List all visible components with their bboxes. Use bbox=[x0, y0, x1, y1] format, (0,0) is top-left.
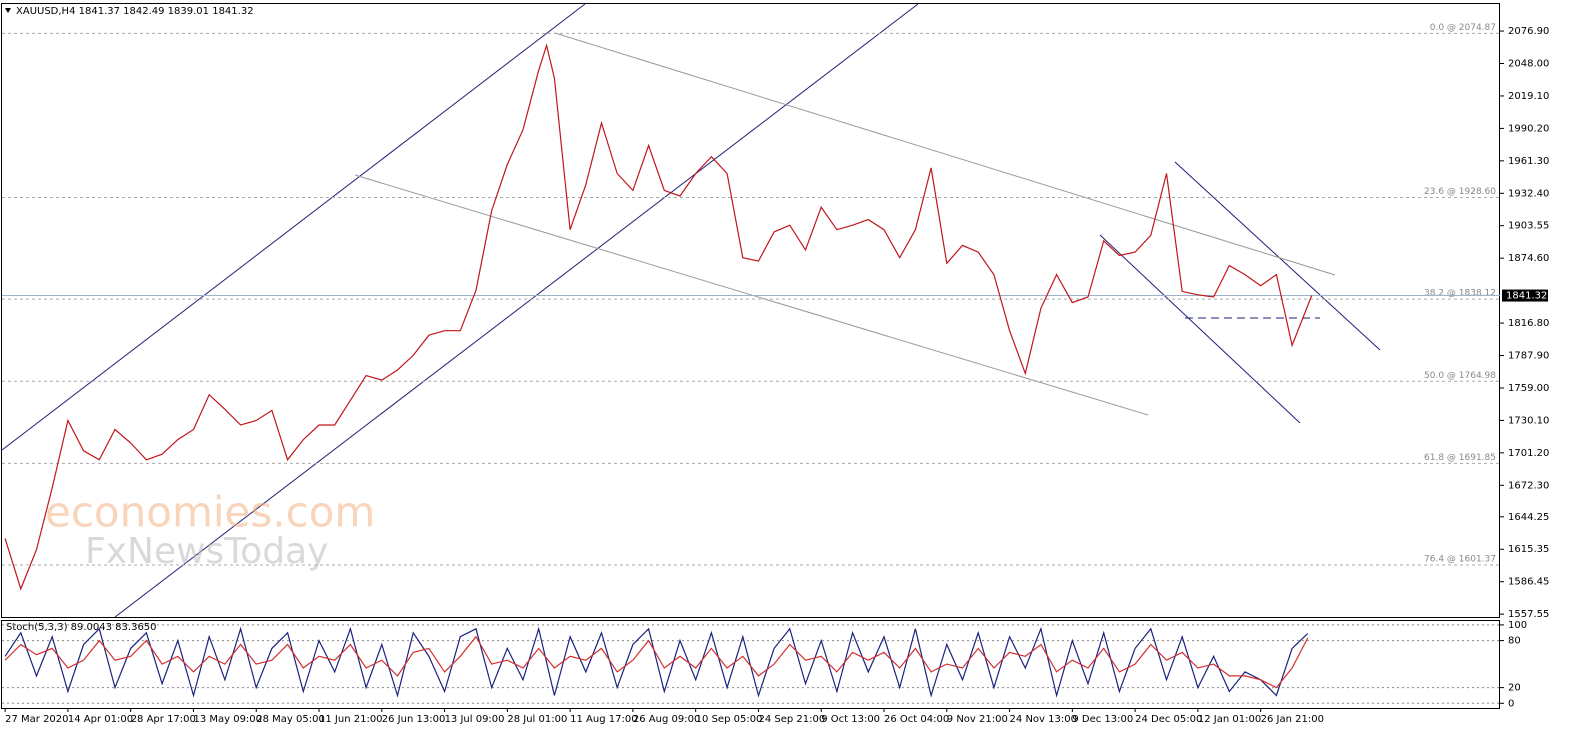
x-tick-label: 10 Sep 05:00 bbox=[696, 714, 763, 725]
x-tick-label: 24 Nov 13:00 bbox=[1010, 714, 1077, 725]
y-tick-label: 1961.30 bbox=[1508, 156, 1549, 167]
mid-line bbox=[354, 174, 1149, 416]
stoch-panel bbox=[1, 620, 1500, 709]
y-tick-label: 1557.55 bbox=[1508, 609, 1549, 620]
x-tick-label: 26 Jun 13:00 bbox=[382, 714, 446, 725]
y-tick-label: 1672.30 bbox=[1508, 480, 1549, 491]
y-tick-label: 1816.80 bbox=[1508, 318, 1549, 329]
channel-right-lower bbox=[1099, 234, 1301, 424]
y-tick-label: 1730.10 bbox=[1508, 415, 1549, 426]
x-tick-label: 26 Aug 09:00 bbox=[633, 714, 700, 725]
series-line bbox=[4, 635, 1309, 689]
y-tick-label: 80 bbox=[1508, 636, 1521, 647]
x-tick-label: 12 Jan 01:00 bbox=[1198, 714, 1261, 725]
x-tick-label: 13 Jul 09:00 bbox=[445, 714, 505, 725]
y-tick-label: 2048.00 bbox=[1508, 59, 1549, 70]
price-panel bbox=[1, 3, 1500, 618]
y-tick-label: 1615.35 bbox=[1508, 544, 1549, 555]
x-tick-label: 27 Mar 2020 bbox=[5, 714, 68, 725]
fib-label: 0.0 @ 2074.87 bbox=[1430, 23, 1496, 33]
x-tick-label: 14 Apr 01:00 bbox=[68, 714, 133, 725]
y-tick-label: 2019.10 bbox=[1508, 91, 1549, 102]
x-tick-label: 26 Oct 04:00 bbox=[884, 714, 949, 725]
x-tick-label: 28 May 05:00 bbox=[256, 714, 325, 725]
current-price-box bbox=[1502, 289, 1548, 302]
series-line bbox=[4, 626, 1309, 698]
x-tick-label: 11 Aug 17:00 bbox=[570, 714, 637, 725]
x-tick-label: 24 Sep 21:00 bbox=[758, 714, 825, 725]
top-line bbox=[554, 32, 1336, 276]
y-tick-label: 1932.40 bbox=[1508, 188, 1549, 199]
y-tick-label: 1787.90 bbox=[1508, 351, 1549, 362]
channel-lower bbox=[114, 3, 919, 618]
stoch-title: Stoch(5,3,3) 89.0043 83.3650 bbox=[6, 622, 157, 633]
y-tick-label: 1701.20 bbox=[1508, 448, 1549, 459]
current-price-label: 1841.32 bbox=[1506, 291, 1547, 302]
fib-label: 23.6 @ 1928.60 bbox=[1424, 187, 1496, 197]
x-tick-label: 9 Dec 13:00 bbox=[1072, 714, 1133, 725]
fib-label: 38.2 @ 1838.12 bbox=[1424, 289, 1496, 299]
y-tick-label: 0 bbox=[1508, 698, 1514, 709]
y-tick-label: 1874.60 bbox=[1508, 253, 1549, 264]
trend-lines bbox=[1, 3, 1381, 618]
x-tick-label: 24 Dec 05:00 bbox=[1135, 714, 1202, 725]
y-tick-label: 1990.20 bbox=[1508, 123, 1549, 134]
y-tick-label: 2076.90 bbox=[1508, 26, 1549, 37]
title-arrow bbox=[5, 8, 11, 13]
y-tick-label: 1644.25 bbox=[1508, 512, 1549, 523]
fib-label: 50.0 @ 1764.98 bbox=[1424, 371, 1496, 381]
gray-lines bbox=[354, 32, 1336, 416]
watermark: economies.com bbox=[45, 488, 375, 537]
x-tick-label: 13 May 09:00 bbox=[193, 714, 262, 725]
x-tick-label: 9 Nov 21:00 bbox=[947, 714, 1008, 725]
channel-upper bbox=[1, 3, 586, 451]
series-line bbox=[4, 43, 1313, 591]
y-tick-label: 1586.45 bbox=[1508, 577, 1549, 588]
chart-title: XAUUSD,H4 1841.37 1842.49 1839.01 1841.3… bbox=[16, 6, 254, 17]
x-tick-label: 9 Oct 13:00 bbox=[821, 714, 880, 725]
y-tick-label: 1759.00 bbox=[1508, 383, 1549, 394]
channel-right-upper bbox=[1174, 161, 1381, 351]
fib-label: 61.8 @ 1691.85 bbox=[1424, 453, 1496, 463]
x-tick-label: 28 Apr 17:00 bbox=[131, 714, 196, 725]
watermark: FxNewsToday bbox=[85, 531, 328, 572]
fib-label: 76.4 @ 1601.37 bbox=[1424, 554, 1496, 564]
x-tick-label: 28 Jul 01:00 bbox=[507, 714, 567, 725]
x-tick-label: 26 Jan 21:00 bbox=[1261, 714, 1324, 725]
x-tick-label: 11 Jun 21:00 bbox=[319, 714, 383, 725]
y-tick-label: 20 bbox=[1508, 683, 1521, 694]
y-tick-label: 100 bbox=[1508, 620, 1527, 631]
y-tick-label: 1903.55 bbox=[1508, 221, 1549, 232]
